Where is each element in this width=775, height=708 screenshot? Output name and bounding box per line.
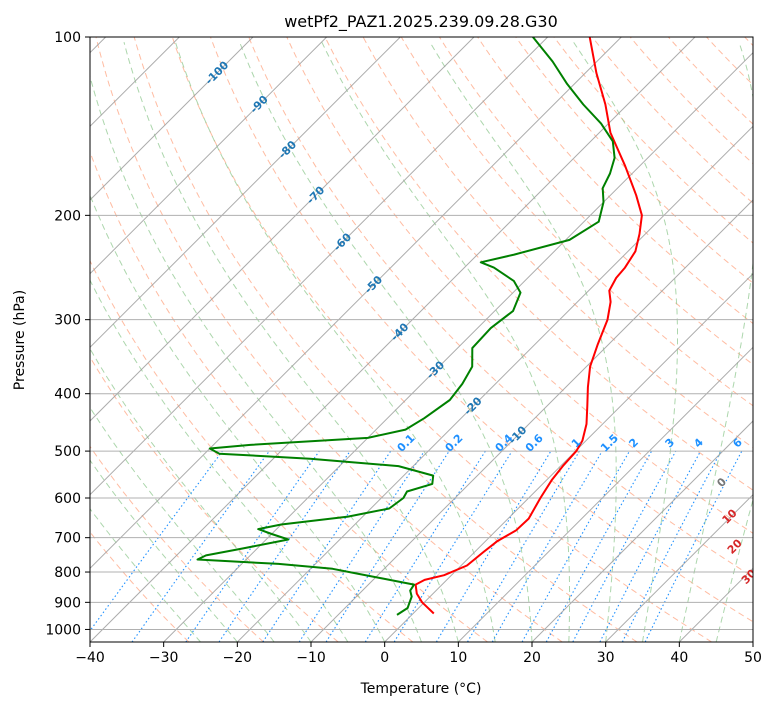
isotherm-line: [384, 272, 753, 642]
plot-frame: [89, 36, 754, 643]
x-axis-ticks: −40 −30 −20 −10 0 10 20 30 40 50: [75, 642, 762, 666]
dry-adiabat-line: [248, 37, 753, 578]
y-tick-label: 700: [54, 531, 81, 547]
y-tick-label: 400: [54, 387, 81, 403]
dry-adiabat-line: [629, 37, 753, 165]
isotherm-line: [90, 37, 254, 201]
dry-adiabat-line: [515, 37, 753, 284]
x-tick-label: 20: [523, 650, 541, 666]
mixing-ratio-line: [435, 450, 552, 642]
dry-adiabat-line: [210, 37, 753, 623]
moist-adiabat-line: [321, 41, 571, 642]
isotherm-line: [90, 37, 622, 570]
x-tick-label: −40: [75, 650, 105, 666]
chart-title: wetPf2_PAZ1.2025.239.09.28.G30: [284, 12, 558, 32]
plot-area: -100-90-80-70-60-50-40-30-20-100.1 0.2 0.4…: [90, 37, 753, 642]
x-tick-label: 10: [449, 650, 467, 666]
y-tick-label: 1000: [45, 622, 81, 638]
moist-adiabat-line: [174, 41, 496, 642]
moist-adiabat-line: [678, 41, 753, 642]
moist-adiabat-line: [90, 279, 349, 642]
y-tick-label: 100: [54, 30, 81, 46]
y-tick-label: 800: [54, 565, 81, 581]
isotherm-line: [90, 37, 401, 349]
mixing-ratio-line: [218, 450, 351, 642]
moist-adiabat-line: [239, 41, 533, 642]
mixing-ratio-line: [491, 450, 603, 642]
isotherm-line: [310, 199, 753, 642]
isotherm-line: [90, 37, 549, 496]
x-tick-label: 30: [597, 650, 615, 666]
x-tick-label: −30: [149, 650, 179, 666]
dry-adiabat-line: [90, 259, 414, 642]
y-axis-label: Pressure (hPa): [12, 290, 28, 390]
y-tick-label: 900: [54, 595, 81, 611]
moist-adiabat-line: [90, 194, 386, 642]
moist-adiabat-line: [123, 41, 459, 642]
isotherm-line: [90, 37, 696, 642]
moist-adiabat-line: [429, 41, 617, 642]
y-tick-label: 300: [54, 313, 81, 329]
mixing-ratio-line: [325, 450, 450, 642]
dewpoint-line: [196, 37, 616, 616]
isotherm-line: [90, 37, 328, 275]
isobar-lines: [90, 37, 753, 630]
y-tick-label: 200: [54, 208, 81, 224]
moist-adiabat-line: [90, 74, 422, 642]
dry-adiabat-line: [171, 37, 712, 642]
x-tick-label: 0: [380, 650, 389, 666]
isotherm-line: [531, 420, 753, 642]
moist-adiabat-line: [90, 507, 201, 642]
sounding-series: [196, 37, 643, 616]
x-axis-label: Temperature (°C): [360, 681, 482, 697]
moist-adiabat-line: [715, 497, 753, 642]
x-tick-label: −10: [296, 650, 326, 666]
mixing-ratio-line: [521, 450, 630, 642]
dry-adiabat-line: [324, 37, 753, 491]
mixing-ratio-line: [364, 450, 486, 642]
dry-adiabat-line: [591, 37, 753, 204]
mixing-ratio-line: [393, 450, 513, 642]
isotherm-lines: [90, 37, 753, 642]
y-tick-label: 500: [54, 444, 81, 460]
mixing-ratio-line: [572, 450, 677, 642]
mixing-ratio-line: [90, 450, 223, 632]
moist-adiabat-line: [90, 459, 238, 642]
isotherm-line: [605, 493, 753, 642]
y-tick-label: 600: [54, 491, 81, 507]
x-tick-label: −20: [223, 650, 253, 666]
dry-adiabat-line: [400, 37, 753, 407]
y-axis-ticks: 100 200 300 400 500 600 700 800 900 1000: [45, 30, 90, 638]
moist-adiabat-line: [90, 406, 275, 642]
dry-adiabat-line: [477, 37, 753, 325]
x-tick-label: 40: [670, 650, 688, 666]
isotherm-line: [457, 346, 753, 642]
mixing-ratio-line: [131, 450, 270, 642]
dry-adiabat-line: [90, 445, 264, 642]
isotherm-line: [236, 125, 753, 642]
moist-adiabat-line: [573, 41, 678, 642]
dry-adiabat-line: [95, 37, 563, 642]
isotherm-line: [90, 37, 475, 422]
mixing-ratio-line: [467, 450, 580, 642]
isotherm-line: [163, 51, 753, 642]
x-tick-label: 50: [744, 650, 762, 666]
temperature-line: [414, 37, 643, 615]
